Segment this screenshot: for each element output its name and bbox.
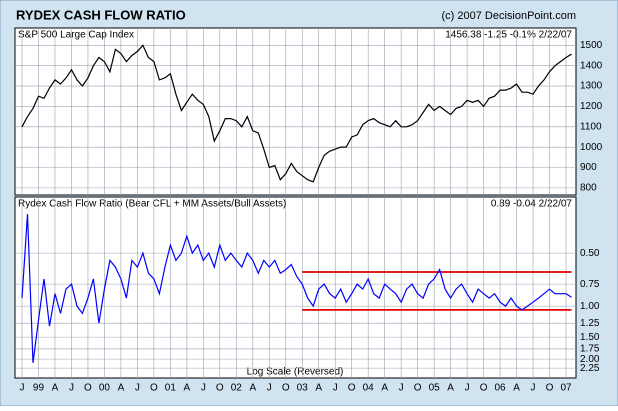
y-tick-label: 2.25	[580, 363, 600, 374]
y-tick-label: 0.75	[580, 279, 600, 290]
x-tick-label: J	[333, 383, 338, 394]
x-tick-label: J	[399, 383, 404, 394]
x-tick-label: J	[267, 383, 272, 394]
x-tick-label: 00	[99, 383, 111, 394]
y-tick-label: 1500	[580, 40, 603, 51]
x-tick-label: O	[348, 383, 356, 394]
x-tick-label: 03	[297, 383, 309, 394]
x-tick-label: A	[52, 383, 59, 394]
x-tick-label: A	[381, 383, 388, 394]
y-tick-label: 1300	[580, 81, 603, 92]
y-tick-label: 1.00	[580, 301, 600, 312]
scale-note: Log Scale (Reversed)	[247, 367, 344, 378]
x-tick-label: O	[480, 383, 488, 394]
y-tick-label: 1.75	[580, 344, 600, 355]
x-tick-label: 99	[33, 383, 45, 394]
y-tick-label: 1100	[580, 121, 602, 132]
x-tick-label: J	[531, 383, 536, 394]
y-tick-label: 0.50	[580, 248, 600, 259]
x-tick-label: 07	[560, 383, 572, 394]
x-tick-label: A	[315, 383, 322, 394]
x-tick-label: O	[282, 383, 290, 394]
data-line	[21, 214, 572, 363]
x-tick-label: O	[546, 383, 554, 394]
panel-title: S&P 500 Large Cap Index	[18, 30, 134, 41]
y-tick-label: 1.50	[580, 332, 600, 343]
x-tick-label: A	[249, 383, 256, 394]
x-tick-label: 04	[363, 383, 375, 394]
upper-panel	[14, 27, 577, 196]
y-tick-label: 1000	[580, 142, 603, 153]
x-tick-label: 02	[231, 383, 243, 394]
x-tick-label: J	[69, 383, 74, 394]
x-tick-label: O	[216, 383, 224, 394]
x-tick-label: A	[118, 383, 125, 394]
x-tick-label: J	[20, 383, 25, 394]
y-tick-label: 1200	[580, 101, 603, 112]
y-tick-label: 900	[580, 162, 597, 173]
x-tick-label: J	[465, 383, 470, 394]
x-tick-label: J	[201, 383, 206, 394]
x-tick-label: 05	[429, 383, 441, 394]
y-tick-label: 1.25	[580, 318, 600, 329]
panel-stats: 1456.38 -1.25 -0.1% 2/22/07	[445, 30, 572, 41]
x-tick-label: J	[135, 383, 140, 394]
x-tick-label: A	[513, 383, 520, 394]
y-tick-label: 800	[580, 183, 597, 194]
y-tick-label: 2.00	[580, 354, 600, 365]
credit: (c) 2007 DecisionPoint.com	[441, 10, 576, 22]
x-tick-label: 06	[495, 383, 507, 394]
y-tick-label: 1400	[580, 60, 603, 71]
x-tick-label: 01	[165, 383, 177, 394]
x-tick-label: A	[447, 383, 454, 394]
panel-title: Rydex Cash Flow Ratio (Bear CFL + MM Ass…	[18, 199, 286, 210]
data-line	[21, 44, 572, 183]
x-tick-label: O	[414, 383, 422, 394]
lower-panel	[14, 196, 577, 379]
panel-stats: 0.89 -0.04 2/22/07	[491, 199, 573, 210]
page-title: RYDEX CASH FLOW RATIO	[16, 7, 186, 22]
x-tick-label: A	[184, 383, 191, 394]
x-tick-label: O	[150, 383, 158, 394]
x-tick-label: O	[84, 383, 92, 394]
